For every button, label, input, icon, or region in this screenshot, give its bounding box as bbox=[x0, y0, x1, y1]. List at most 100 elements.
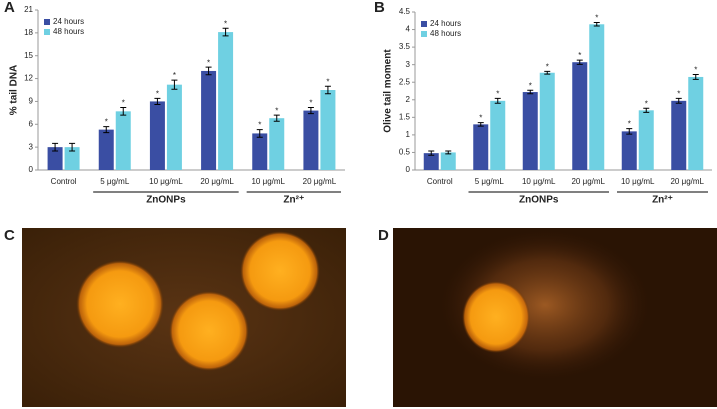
y-axis-title: % tail DNA bbox=[9, 65, 20, 116]
y-tick-label: 0.5 bbox=[399, 148, 411, 157]
bar bbox=[218, 32, 234, 170]
significance-marker: * bbox=[595, 14, 598, 23]
bar bbox=[64, 147, 80, 170]
significance-marker: * bbox=[578, 51, 581, 60]
y-tick-label: 3 bbox=[29, 142, 34, 151]
x-tick-label: 20 μg/mL bbox=[571, 177, 605, 186]
bar bbox=[423, 153, 439, 170]
significance-marker: * bbox=[309, 99, 312, 108]
panel-label: C bbox=[4, 227, 15, 244]
bar bbox=[252, 133, 268, 170]
bar bbox=[539, 72, 555, 170]
image-c bbox=[22, 228, 346, 407]
error-bar bbox=[675, 97, 682, 104]
bar bbox=[201, 70, 217, 170]
x-tick-label: 20 μg/mL bbox=[670, 177, 704, 186]
significance-marker: * bbox=[207, 58, 210, 67]
x-tick-label: 5 μg/mL bbox=[475, 177, 505, 186]
bar bbox=[166, 84, 182, 170]
error-bar bbox=[307, 107, 314, 115]
error-bar bbox=[527, 89, 534, 95]
legend-swatch bbox=[44, 29, 50, 35]
significance-marker: * bbox=[122, 99, 125, 108]
significance-marker: * bbox=[173, 71, 176, 80]
bar bbox=[98, 129, 114, 170]
error-bar bbox=[120, 107, 127, 116]
y-tick-label: 4 bbox=[406, 25, 411, 34]
y-tick-label: 0 bbox=[406, 165, 411, 174]
significance-marker: * bbox=[326, 77, 329, 86]
y-tick-label: 6 bbox=[29, 119, 34, 128]
significance-marker: * bbox=[275, 106, 278, 115]
y-tick-label: 3 bbox=[406, 60, 411, 69]
error-bar bbox=[445, 150, 452, 155]
x-tick-label: 5 μg/mL bbox=[100, 177, 130, 186]
y-tick-label: 1.5 bbox=[399, 112, 411, 121]
significance-marker: * bbox=[628, 120, 631, 129]
error-bar bbox=[544, 70, 551, 75]
x-tick-label: 10 μg/mL bbox=[251, 177, 285, 186]
error-bar bbox=[494, 97, 501, 104]
panel-label: A bbox=[4, 0, 15, 16]
y-tick-label: 3.5 bbox=[399, 42, 411, 51]
y-tick-label: 4.5 bbox=[399, 7, 411, 16]
group-label: Zn²⁺ bbox=[283, 195, 304, 206]
cell bbox=[76, 260, 164, 348]
bar bbox=[303, 110, 319, 170]
y-tick-label: 18 bbox=[24, 28, 33, 37]
legend-label: 24 hours bbox=[430, 19, 461, 28]
bar bbox=[320, 90, 336, 170]
y-tick-label: 2.5 bbox=[399, 77, 411, 86]
bar bbox=[522, 92, 538, 170]
panel-label: D bbox=[378, 227, 389, 244]
x-tick-label: 20 μg/mL bbox=[200, 177, 234, 186]
bar bbox=[671, 100, 687, 170]
error-bar bbox=[222, 27, 229, 37]
significance-marker: * bbox=[156, 89, 159, 98]
bar bbox=[473, 124, 489, 170]
significance-marker: * bbox=[645, 99, 648, 108]
error-bar bbox=[324, 85, 331, 95]
legend-swatch bbox=[421, 21, 427, 27]
y-axis-title: Olive tail moment bbox=[383, 49, 394, 133]
cell bbox=[240, 231, 320, 311]
bar bbox=[115, 111, 131, 170]
group-label: Zn²⁺ bbox=[652, 195, 673, 206]
y-tick-label: 2 bbox=[406, 95, 411, 104]
bar bbox=[490, 100, 506, 170]
significance-marker: * bbox=[479, 114, 482, 123]
error-bar bbox=[593, 22, 600, 27]
x-tick-label: 20 μg/mL bbox=[303, 177, 337, 186]
error-bar bbox=[692, 73, 699, 80]
group-label: ZnONPs bbox=[519, 195, 559, 206]
error-bar bbox=[103, 126, 110, 134]
significance-marker: * bbox=[694, 66, 697, 75]
error-bar bbox=[205, 66, 212, 76]
bar bbox=[440, 152, 456, 170]
x-tick-label: 10 μg/mL bbox=[621, 177, 655, 186]
image-d bbox=[393, 228, 717, 407]
significance-marker: * bbox=[258, 121, 261, 130]
panel-label: B bbox=[374, 0, 385, 16]
error-bar bbox=[256, 129, 263, 138]
error-bar bbox=[273, 114, 280, 122]
significance-marker: * bbox=[677, 89, 680, 98]
bar bbox=[621, 131, 637, 170]
error-bar bbox=[626, 128, 633, 135]
bar bbox=[47, 147, 63, 170]
bar bbox=[638, 110, 654, 170]
legend-swatch bbox=[44, 19, 50, 25]
legend-swatch bbox=[421, 31, 427, 37]
significance-marker: * bbox=[546, 62, 549, 71]
group-label: ZnONPs bbox=[146, 195, 186, 206]
y-tick-label: 1 bbox=[406, 130, 411, 139]
error-bar bbox=[171, 79, 178, 90]
error-bar bbox=[643, 107, 650, 113]
significance-marker: * bbox=[496, 89, 499, 98]
error-bar bbox=[52, 142, 59, 152]
y-tick-label: 0 bbox=[29, 165, 34, 174]
x-tick-label: Control bbox=[51, 177, 77, 186]
bar bbox=[688, 76, 704, 170]
